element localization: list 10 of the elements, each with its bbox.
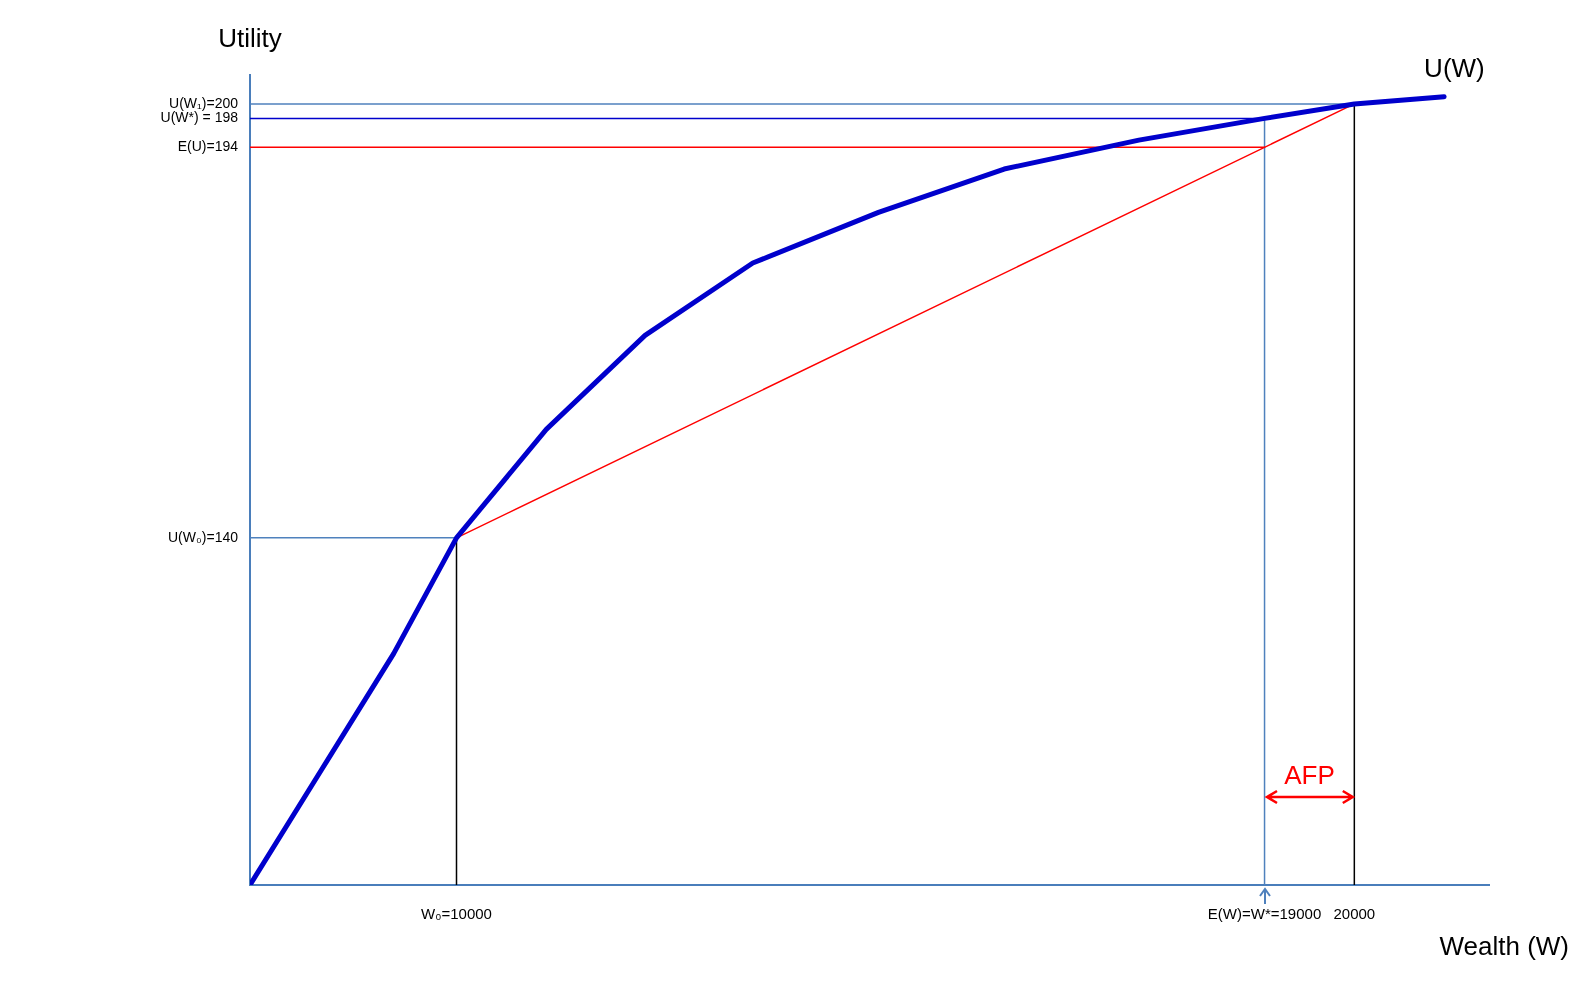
y-tick-label: U(W₀)=140 — [168, 528, 239, 545]
y-axis-title: Utility — [218, 23, 282, 54]
y-tick-label: U(W₁)=200 — [169, 94, 239, 111]
x-tick-label: 20000 — [1333, 904, 1376, 922]
x-axis-title: Wealth (W) — [1439, 931, 1569, 962]
series-label: U(W) — [1424, 52, 1485, 83]
annotation: AFP — [1284, 760, 1335, 791]
x-tick-label: W₀=10000 — [421, 904, 492, 922]
x-tick-label: E(W)=W*=19000 — [1207, 904, 1322, 922]
y-tick-label: E(U)=194 — [177, 138, 239, 155]
